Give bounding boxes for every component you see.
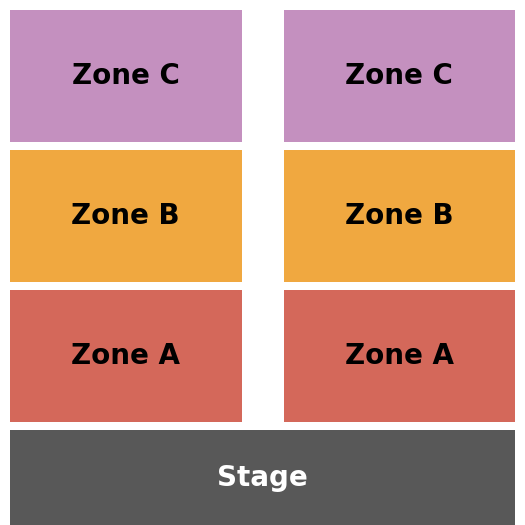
- Text: Stage: Stage: [217, 464, 308, 491]
- FancyBboxPatch shape: [10, 10, 242, 142]
- FancyBboxPatch shape: [284, 10, 515, 142]
- FancyBboxPatch shape: [10, 430, 515, 525]
- FancyBboxPatch shape: [10, 150, 242, 282]
- Text: Zone A: Zone A: [345, 342, 454, 370]
- Text: Zone A: Zone A: [71, 342, 180, 370]
- Text: Zone C: Zone C: [345, 62, 453, 90]
- Text: Zone B: Zone B: [345, 202, 454, 230]
- Text: Zone B: Zone B: [71, 202, 180, 230]
- Text: Zone C: Zone C: [72, 62, 180, 90]
- FancyBboxPatch shape: [284, 150, 515, 282]
- FancyBboxPatch shape: [10, 290, 242, 422]
- FancyBboxPatch shape: [284, 290, 515, 422]
